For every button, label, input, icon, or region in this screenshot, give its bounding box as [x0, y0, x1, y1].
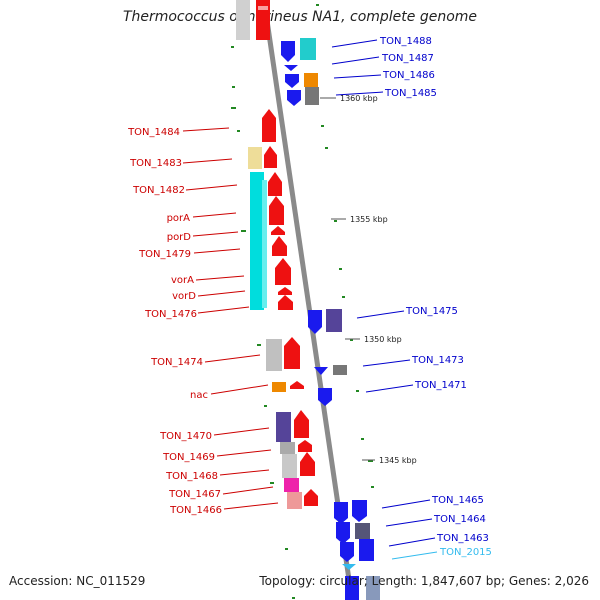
genome-backbone: [261, 0, 355, 600]
tick-label: 1345 kbp: [379, 456, 417, 465]
right-labels: TON_1488 TON_1487 TON_1486 TON_1485 TON_…: [379, 36, 489, 544]
kbp-ticks: 1360 kbp 1355 kbp 1350 kbp 1345 kbp: [320, 94, 417, 465]
gene-label: porA: [167, 213, 191, 224]
gene-label: TON_1464: [433, 514, 486, 525]
tick-label: 1350 kbp: [364, 335, 402, 344]
left-leaders: [182, 127, 279, 510]
reverse-genes: [281, 38, 380, 600]
gene-label: TON_1476: [144, 309, 197, 320]
gene-label: TON_1467: [168, 489, 221, 500]
tick-label: 1355 kbp: [350, 215, 388, 224]
gene-label-highlight: TON_2015: [439, 547, 492, 558]
gene-label: TON_1474: [150, 357, 203, 368]
gene-label: TON_1471: [414, 380, 467, 391]
gene-label: TON_1473: [411, 355, 464, 366]
gene-label: TON_1466: [169, 505, 222, 516]
gene-label: vorA: [171, 275, 194, 286]
gene-label: TON_1484: [127, 127, 180, 138]
gene-label: nac: [190, 390, 208, 401]
forward-genes: [248, 109, 318, 506]
gene-label: vorD: [172, 291, 196, 302]
right-leaders: [331, 39, 436, 547]
top-genes: [236, 0, 270, 40]
cluster-blocks: [250, 172, 302, 509]
gene-label: TON_1486: [382, 70, 435, 81]
gene-label: TON_1463: [436, 533, 489, 544]
dotted-track: [231, 4, 374, 599]
gene-label: TON_1475: [405, 306, 458, 317]
gene-label: TON_1488: [379, 36, 432, 47]
right-leader-highlight: [391, 551, 438, 560]
genome-title: Thermococcus onnurineus NA1, complete ge…: [122, 9, 478, 25]
gene-label: TON_1479: [138, 249, 191, 260]
gene-label: TON_1468: [165, 471, 218, 482]
gene-label: TON_1469: [162, 452, 215, 463]
gene-label: TON_1465: [431, 495, 484, 506]
accession-text: Accession: NC_011529: [9, 574, 146, 588]
gene-label: TON_1483: [129, 158, 182, 169]
left-labels: TON_1484 TON_1483 TON_1482 porA porD TON…: [127, 127, 222, 516]
gene-label: TON_1485: [384, 88, 437, 99]
gene-label: TON_1482: [132, 185, 185, 196]
gene-label: porD: [167, 232, 192, 243]
gene-label: TON_1470: [159, 431, 212, 442]
gene-label: TON_1487: [381, 53, 434, 64]
topology-text: Topology: circular; Length: 1,847,607 bp…: [259, 574, 589, 588]
tick-label: 1360 kbp: [340, 94, 378, 103]
